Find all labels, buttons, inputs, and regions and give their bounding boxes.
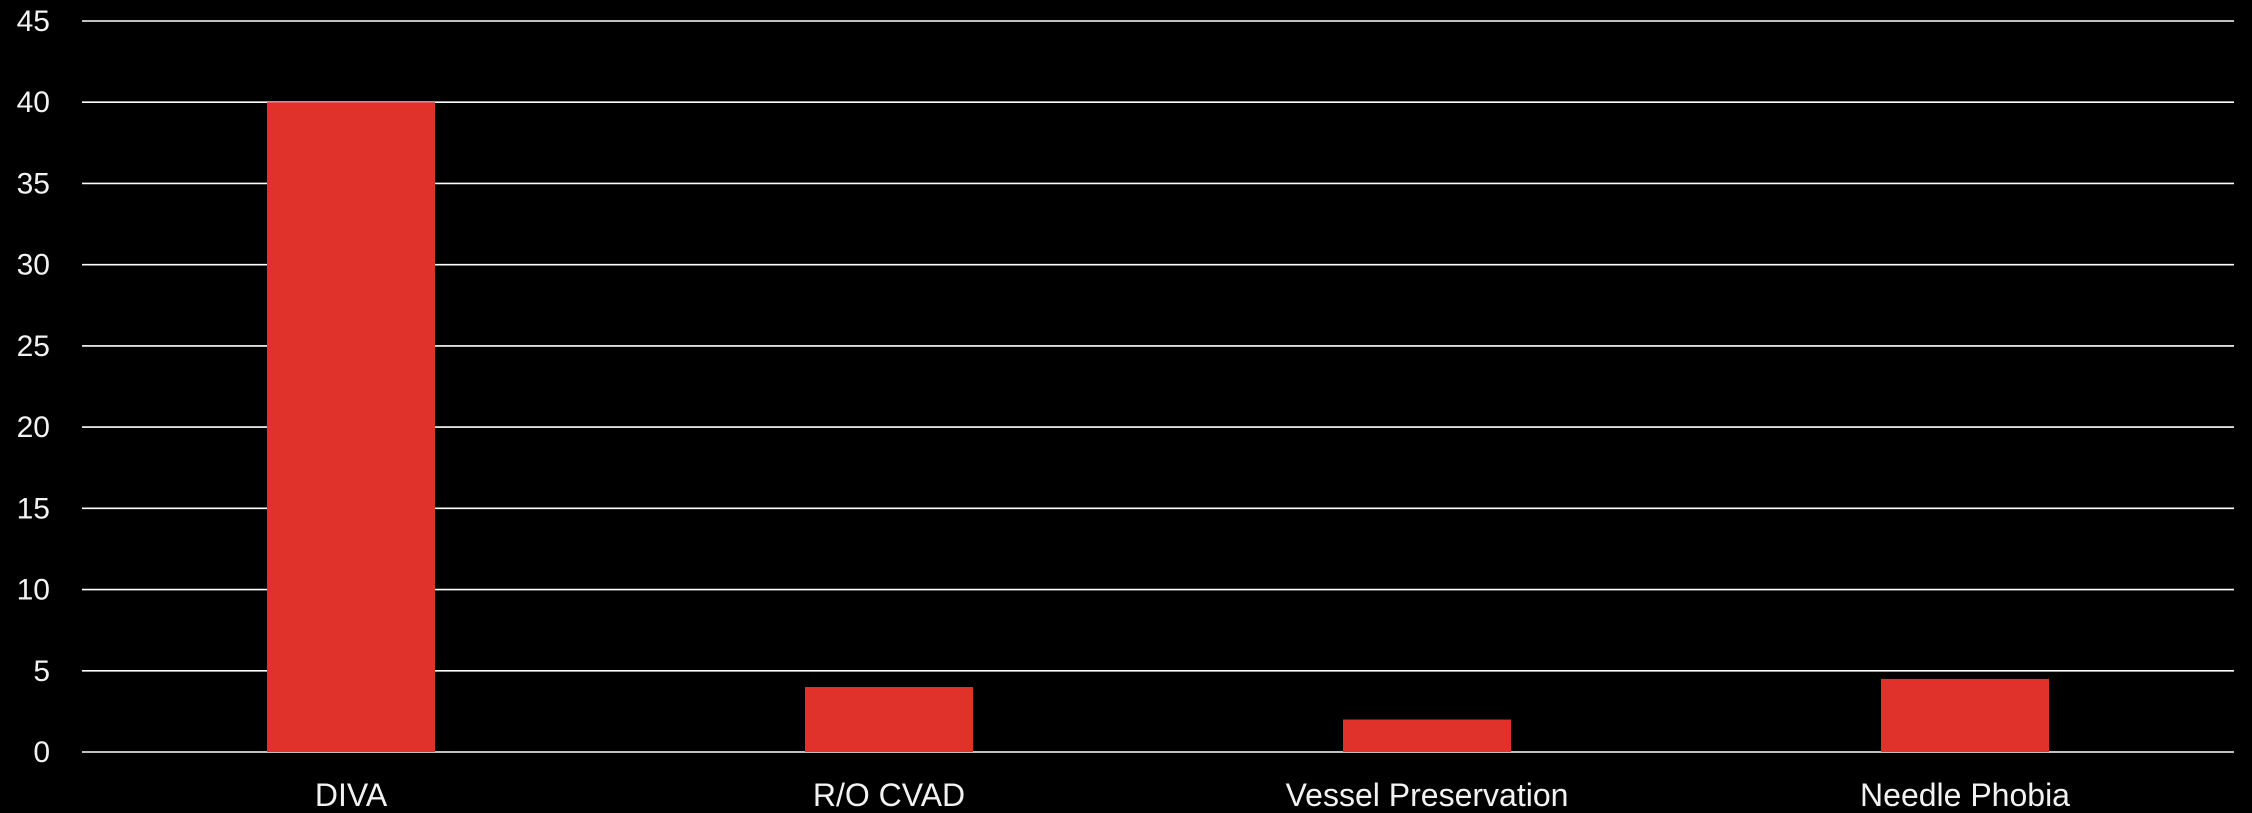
y-tick-label: 35 [17,167,50,200]
bar-vessel-preservation [1343,719,1511,752]
y-tick-label: 0 [33,736,50,769]
y-tick-label: 25 [17,330,50,363]
y-tick-label: 10 [17,574,50,607]
bar-diva [267,102,435,752]
y-tick-label: 20 [17,411,50,444]
bar-needle-phobia [1881,678,2049,752]
bar-r-o-cvad [805,687,973,752]
x-category-label: Vessel Preservation [1286,777,1569,813]
x-category-label: R/O CVAD [813,777,965,813]
y-tick-label: 15 [17,492,50,525]
y-axis-tick-labels: 0 5 10 15 20 25 30 35 40 45 [17,5,50,769]
y-tick-label: 40 [17,86,50,119]
y-tick-label: 5 [33,655,50,688]
bars [267,102,2049,752]
y-tick-label: 30 [17,249,50,282]
x-axis-category-labels: DIVA R/O CVAD Vessel Preservation Needle Ph… [315,777,2070,813]
x-category-label: DIVA [315,777,388,813]
gridlines [82,20,2234,753]
x-category-label: Needle Phobia [1860,777,2070,813]
y-tick-label: 45 [17,5,50,38]
